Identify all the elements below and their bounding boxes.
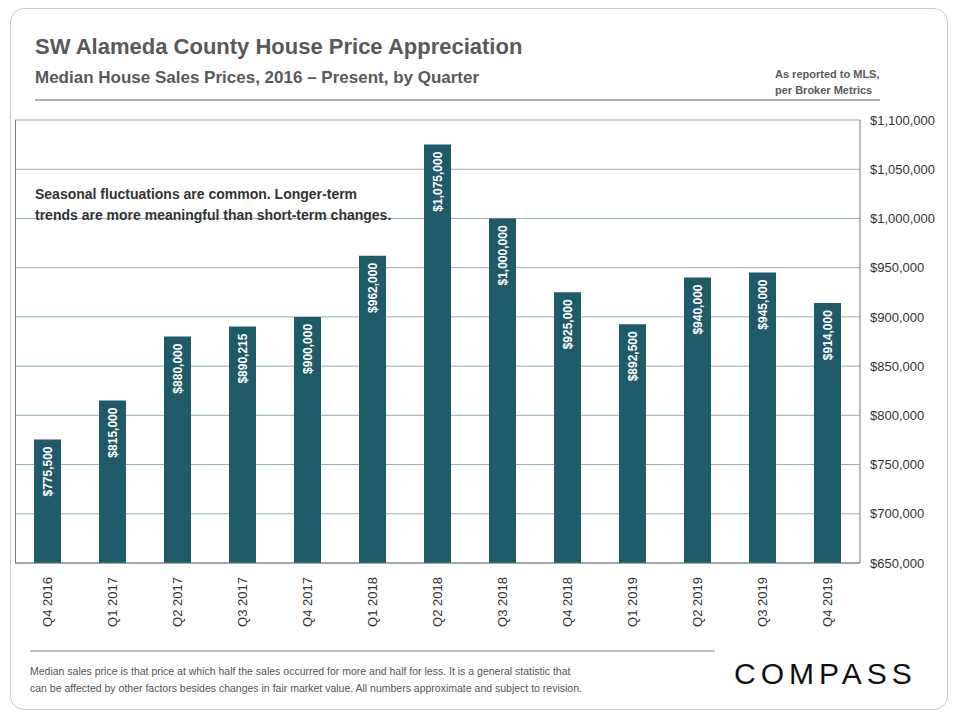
svg-text:$750,000: $750,000 — [870, 457, 924, 472]
svg-text:$880,000: $880,000 — [171, 343, 185, 393]
svg-text:Q3 2018: Q3 2018 — [495, 577, 510, 627]
svg-text:$1,000,000: $1,000,000 — [496, 225, 510, 285]
svg-text:$900,000: $900,000 — [301, 324, 315, 374]
html-text:trends are more meaningful tha: trends are more meaningful than short-te… — [35, 207, 392, 223]
svg-text:Q4 2018: Q4 2018 — [560, 577, 575, 627]
html-text:As reported to MLS,: As reported to MLS, — [775, 68, 880, 80]
svg-text:$850,000: $850,000 — [870, 359, 924, 374]
html-text:Seasonal fluctuations are comm: Seasonal fluctuations are common. Longer… — [35, 186, 358, 202]
svg-text:Q4 2017: Q4 2017 — [300, 577, 315, 627]
svg-text:$650,000: $650,000 — [870, 556, 924, 571]
html-text:Median sales price is that pri: Median sales price is that price at whic… — [30, 665, 571, 677]
svg-text:$1,100,000: $1,100,000 — [870, 113, 935, 128]
html-text:per Broker Metrics: per Broker Metrics — [775, 84, 873, 96]
svg-text:$1,000,000: $1,000,000 — [870, 211, 935, 226]
svg-text:Q3 2019: Q3 2019 — [755, 577, 770, 627]
svg-text:Q1 2017: Q1 2017 — [105, 577, 120, 627]
svg-text:$925,000: $925,000 — [561, 299, 575, 349]
svg-text:$1,075,000: $1,075,000 — [431, 151, 445, 211]
svg-text:$945,000: $945,000 — [756, 279, 770, 329]
svg-text:$775,500: $775,500 — [41, 446, 55, 496]
svg-text:Q4 2016: Q4 2016 — [40, 577, 55, 627]
html-text:Median House Sales Prices, 201: Median House Sales Prices, 2016 – Presen… — [35, 68, 480, 87]
svg-text:$962,000: $962,000 — [366, 263, 380, 313]
svg-text:$940,000: $940,000 — [691, 284, 705, 334]
svg-text:$914,000: $914,000 — [821, 310, 835, 360]
svg-text:Q4 2019: Q4 2019 — [820, 577, 835, 627]
svg-text:Q1 2018: Q1 2018 — [365, 577, 380, 627]
svg-text:$800,000: $800,000 — [870, 408, 924, 423]
svg-text:$1,050,000: $1,050,000 — [870, 162, 935, 177]
html-text:COMPASS: COMPASS — [734, 657, 917, 690]
svg-text:Q2 2017: Q2 2017 — [170, 577, 185, 627]
html-text:can be affected by other facto: can be affected by other factors besides… — [30, 682, 582, 694]
svg-text:$700,000: $700,000 — [870, 506, 924, 521]
svg-text:Q1 2019: Q1 2019 — [625, 577, 640, 627]
svg-text:$815,000: $815,000 — [106, 407, 120, 457]
svg-text:$892,500: $892,500 — [626, 331, 640, 381]
svg-text:$890,215: $890,215 — [236, 333, 250, 383]
svg-text:Q2 2018: Q2 2018 — [430, 577, 445, 627]
svg-text:Q3 2017: Q3 2017 — [235, 577, 250, 627]
svg-text:Q2 2019: Q2 2019 — [690, 577, 705, 627]
html-text:SW Alameda County House Price: SW Alameda County House Price Appreciati… — [35, 34, 523, 59]
svg-text:$900,000: $900,000 — [870, 310, 924, 325]
svg-text:$950,000: $950,000 — [870, 260, 924, 275]
